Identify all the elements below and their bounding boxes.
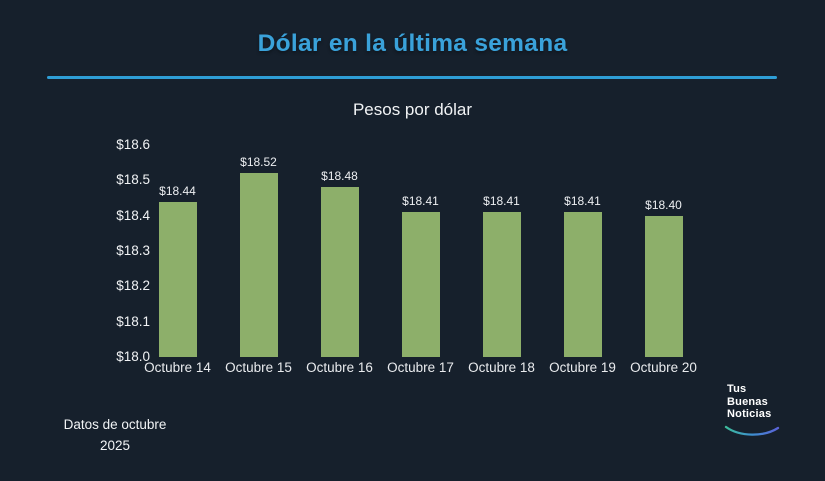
logo-text-line: Buenas (727, 395, 768, 408)
footnote-line2: 2025 (99, 437, 131, 453)
logo-text-line: Tus (727, 383, 747, 395)
x-category-label: Octubre 20 (630, 360, 697, 375)
bar-column: $18.40 (623, 198, 704, 357)
bar-value-label: $18.41 (564, 194, 601, 208)
bar-column: $18.44 (137, 184, 218, 357)
y-tick-label: $18.6 (116, 137, 150, 152)
y-tick-label: $18.0 (116, 348, 150, 364)
bar-column: $18.48 (299, 169, 380, 357)
bar-value-label: $18.41 (483, 194, 520, 208)
x-category-label: Octubre 18 (468, 360, 535, 375)
bar-value-label: $18.44 (159, 184, 196, 198)
bar (482, 212, 521, 357)
bar (158, 202, 197, 357)
x-category-label: Octubre 15 (225, 360, 292, 375)
logo-swoosh-icon (724, 425, 780, 436)
bar-column: $18.52 (218, 155, 299, 357)
logo-text-line: Noticias (727, 408, 772, 420)
plot-area: $18.44 $18.52 $18.48 $18.41 $18.41 $18.41 $18.… (137, 145, 704, 357)
bar (320, 187, 359, 357)
y-tick-label: $18.2 (116, 278, 150, 294)
x-axis-labels: Octubre 14 Octubre 15 Octubre 16 Octubre 17… (137, 360, 704, 375)
y-tick-label: $18.5 (116, 172, 150, 188)
chart-title: Dólar en la última semana (257, 30, 568, 57)
footnote: Datos de octubre 2025 (52, 415, 178, 457)
x-category-label: Octubre 16 (306, 360, 373, 375)
bar (644, 216, 683, 357)
footnote-line1: Datos de octubre (63, 417, 167, 432)
bar (563, 212, 602, 357)
title-divider (47, 76, 777, 79)
brand-logo: Tus Buenas Noticias (724, 383, 785, 440)
x-category-label: Octubre 14 (144, 360, 211, 375)
bar (239, 173, 278, 357)
bar-value-label: $18.40 (645, 198, 682, 212)
bar-column: $18.41 (461, 194, 542, 357)
y-tick-label: $18.1 (116, 313, 150, 329)
x-category-label: Octubre 17 (387, 360, 454, 375)
y-axis-labels: $18.6 $18.5 $18.4 $18.3 $18.2 $18.1 $18.0 (0, 137, 150, 365)
chart-subtitle: Pesos por dólar (352, 100, 473, 119)
bar-column: $18.41 (380, 194, 461, 357)
x-category-label: Octubre 19 (549, 360, 616, 375)
bar-value-label: $18.52 (240, 155, 277, 169)
bar (401, 212, 440, 357)
bar-value-label: $18.41 (402, 194, 439, 208)
bar-value-label: $18.48 (321, 169, 358, 183)
y-tick-label: $18.4 (116, 207, 150, 223)
y-tick-label: $18.3 (116, 242, 150, 258)
bar-column: $18.41 (542, 194, 623, 357)
